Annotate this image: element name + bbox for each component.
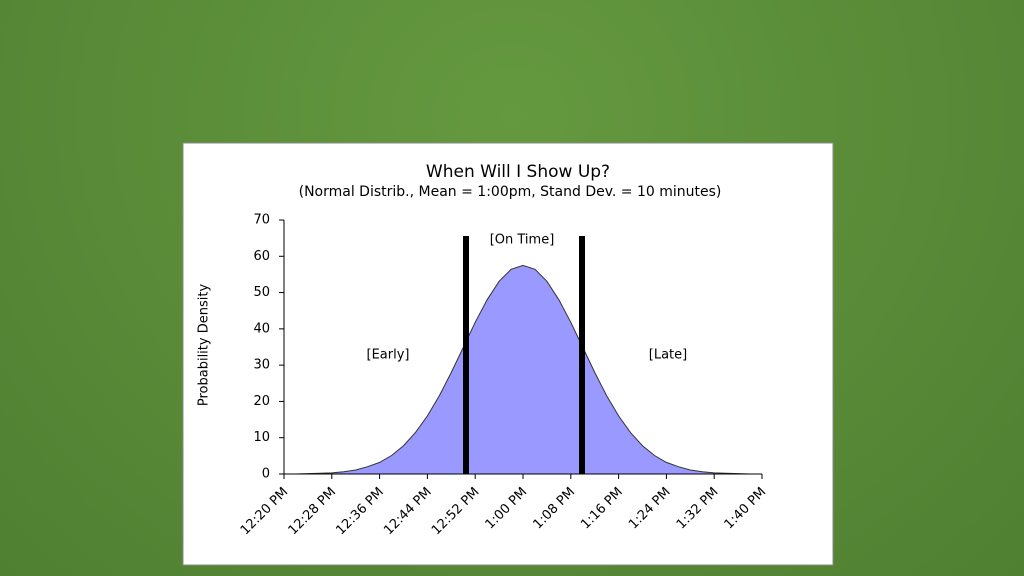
annotation: [Late] (649, 348, 687, 363)
y-tick-label: 10 (253, 430, 270, 445)
y-tick-label: 30 (253, 358, 270, 373)
y-tick-label: 0 (262, 467, 270, 482)
chart-title: When Will I Show Up? (426, 162, 610, 182)
annotation: [Early] (367, 348, 410, 363)
y-tick-label: 50 (253, 285, 270, 300)
y-tick-label: 40 (253, 321, 270, 336)
y-tick-label: 70 (253, 213, 270, 228)
y-tick-label: 60 (253, 249, 270, 264)
y-tick-label: 20 (253, 394, 270, 409)
annotation: [On Time] (490, 233, 555, 248)
area (284, 264, 762, 475)
y-axis-title: Probability Density (197, 284, 212, 407)
chart-subtitle: (Normal Distrib., Mean = 1:00pm, Stand D… (299, 184, 722, 200)
